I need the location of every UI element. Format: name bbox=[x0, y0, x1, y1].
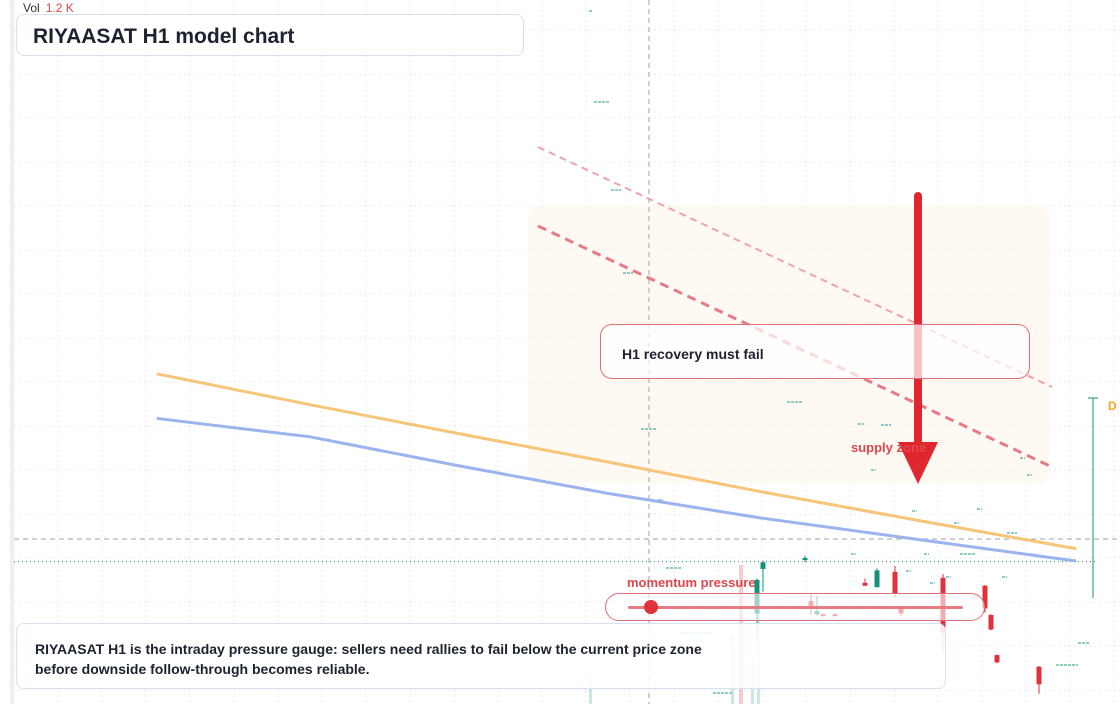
left-axis-strip bbox=[10, 0, 14, 704]
volume-bar bbox=[589, 676, 592, 704]
candle-body bbox=[862, 582, 868, 586]
candle-body bbox=[760, 562, 766, 569]
candle-body bbox=[874, 570, 880, 588]
momentum-handle bbox=[644, 600, 659, 614]
supply-zone-label: supply zone bbox=[851, 440, 927, 455]
summary-text: RIYAASAT H1 is the intraday pressure gau… bbox=[35, 641, 702, 677]
trendline-lower bbox=[537, 224, 1053, 469]
volume-value: 1.2 K bbox=[45, 1, 74, 15]
volume-label: Vol bbox=[23, 1, 40, 15]
chart-title: RIYAASAT H1 model chart bbox=[33, 25, 295, 48]
ma-slow-line bbox=[156, 417, 1077, 563]
momentum-label: momentum pressure bbox=[627, 575, 756, 590]
down-arrow-icon bbox=[898, 192, 938, 484]
candle-body bbox=[802, 558, 808, 560]
candle-body bbox=[994, 655, 1000, 663]
momentum-gauge bbox=[605, 593, 985, 621]
title-card: RIYAASAT H1 model chart bbox=[16, 14, 524, 56]
momentum-track bbox=[628, 606, 963, 609]
candle-body bbox=[988, 614, 994, 630]
ma-fast-line bbox=[156, 372, 1077, 551]
recovery-callout: H1 recovery must fail bbox=[600, 324, 1030, 379]
edge-tag: D bbox=[1108, 399, 1117, 413]
candle-body bbox=[982, 585, 988, 609]
candle-body bbox=[892, 571, 898, 594]
summary-note: RIYAASAT H1 is the intraday pressure gau… bbox=[16, 623, 946, 689]
candle-body bbox=[1036, 666, 1042, 685]
volume-readout: Vol 1.2 K bbox=[23, 1, 74, 15]
callout-text: H1 recovery must fail bbox=[622, 346, 764, 362]
